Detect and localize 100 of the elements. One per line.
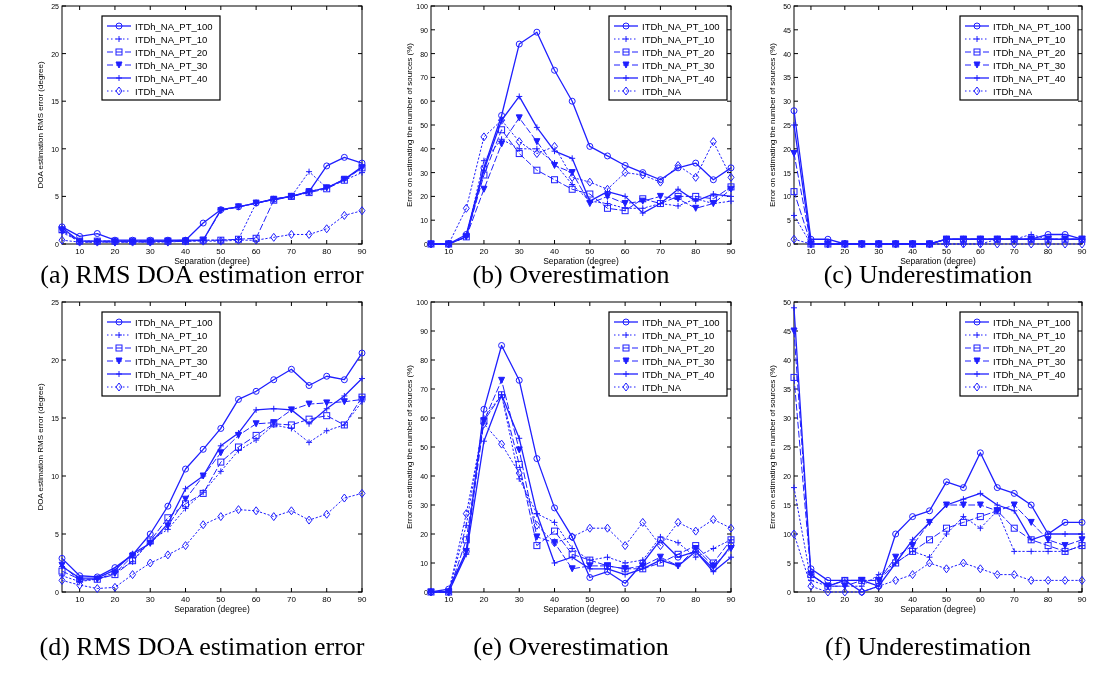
legend-label: ITDh_NA_PT_10 [135,329,208,341]
x-tick-label: 50 [942,595,952,604]
x-tick-label: 80 [691,247,701,256]
x-tick-label: 10 [806,595,816,604]
x-tick-label: 90 [1077,595,1087,604]
text: (f) Underestimation [825,632,1031,661]
x-tick-label: 50 [942,247,952,256]
legend-label: ITDh_NA_PT_20 [135,46,208,58]
x-axis-title: Separation (degree) [900,256,976,266]
x-tick-label: 30 [514,247,525,256]
x-tick-label: 60 [251,595,262,604]
legend-label: ITDh_NA [642,85,682,97]
x-tick-label: 80 [691,595,701,604]
x-tick-label: 50 [585,247,595,256]
y-axis-title: Error on estimating the number of sources (%) [768,364,777,530]
x-tick-label: 10 [444,595,454,604]
legend-label: ITDh_NA_PT_40 [135,368,208,380]
x-tick-label: 60 [620,247,631,256]
x-tick-label: 20 [479,247,489,256]
legend-label: ITDh_NA_PT_30 [642,355,715,367]
y-axis-title: DOA estimation RMS error (degree) [36,383,45,511]
legend-label: ITDh_NA [135,381,175,393]
legend-label: ITDh_NA_PT_30 [135,59,208,71]
y-axis-title: Error on estimating the number of sources (%) [768,42,777,208]
x-tick-label: 70 [655,595,666,604]
x-tick-label: 50 [216,247,226,256]
x-tick-label: 90 [357,595,367,604]
legend-label: ITDh_NA_PT_30 [642,59,715,71]
x-tick-label: 50 [585,595,595,604]
legend-label: ITDh_NA [993,85,1033,97]
legend-label: ITDh_NA_PT_40 [642,368,715,380]
x-tick-label: 30 [145,247,156,256]
x-tick-label: 20 [840,595,850,604]
x-tick-label: 30 [874,247,884,256]
x-tick-label: 10 [444,247,454,256]
legend-label: ITDh_NA_PT_100 [642,20,720,32]
legend-label: ITDh_NA_PT_20 [642,342,715,354]
x-tick-label: 20 [110,595,120,604]
x-tick-label: 80 [1043,595,1054,604]
legend-label: ITDh_NA_PT_40 [642,72,715,84]
legend-label: ITDh_NA_PT_10 [135,33,208,45]
x-tick-label: 40 [908,595,918,604]
x-tick-label: 90 [726,247,736,256]
x-tick-label: 10 [806,247,816,256]
legend-label: ITDh_NA_PT_10 [642,33,715,45]
text: (d) RMS DOA estimation error [39,632,365,661]
legend-label: ITDh_NA_PT_100 [993,316,1071,328]
legend-label: ITDh_NA_PT_100 [642,316,720,328]
x-tick-label: 10 [75,595,85,604]
text: (e) Overestimation [473,632,669,661]
x-tick-label: 40 [550,247,560,256]
x-tick-label: 90 [726,595,736,604]
x-tick-label: 40 [181,247,191,256]
x-tick-label: 70 [1009,247,1020,256]
y-axis-title: DOA estimation RMS error (degree) [36,61,45,189]
legend-label: ITDh_NA_PT_20 [135,342,208,354]
x-tick-label: 60 [975,595,986,604]
x-tick-label: 90 [1077,247,1087,256]
x-tick-label: 50 [216,595,226,604]
legend-label: ITDh_NA_PT_30 [993,59,1066,71]
legend-label: ITDh_NA [993,381,1033,393]
legend-label: ITDh_NA_PT_100 [135,316,213,328]
y-axis-title: Error on estimating the number of sources (%) [405,364,414,530]
x-tick-label: 70 [655,247,666,256]
legend-label: ITDh_NA_PT_30 [993,355,1066,367]
x-tick-label: 30 [514,595,525,604]
legend-label: ITDh_NA_PT_100 [135,20,213,32]
x-tick-label: 90 [357,247,367,256]
x-tick-label: 60 [620,595,631,604]
legend-label: ITDh_NA_PT_10 [642,329,715,341]
legend-label: ITDh_NA_PT_20 [993,46,1066,58]
legend-label: ITDh_NA_PT_10 [993,329,1066,341]
x-tick-label: 40 [908,247,918,256]
x-tick-label: 20 [110,247,120,256]
x-tick-label: 70 [286,247,297,256]
x-axis-title: Separation (degree) [543,604,619,614]
y-axis-title: Error on estimating the number of sources (%) [405,42,414,208]
legend-label: ITDh_NA [135,85,175,97]
legend-label: ITDh_NA_PT_20 [993,342,1066,354]
x-tick-label: 80 [322,595,332,604]
x-tick-label: 10 [75,247,85,256]
x-tick-label: 40 [550,595,560,604]
x-tick-label: 20 [479,595,489,604]
x-axis-title: Separation (degree) [174,256,250,266]
legend-label: ITDh_NA_PT_40 [135,72,208,84]
legend-label: ITDh_NA_PT_40 [993,368,1066,380]
x-tick-label: 80 [1043,247,1054,256]
x-axis-title: Separation (degree) [174,604,250,614]
x-tick-label: 60 [975,247,986,256]
x-axis-title: Separation (degree) [543,256,619,266]
x-tick-label: 60 [251,247,262,256]
legend-label: ITDh_NA_PT_20 [642,46,715,58]
legend-label: ITDh_NA_PT_10 [993,33,1066,45]
x-tick-label: 70 [286,595,297,604]
x-tick-label: 30 [874,595,884,604]
x-tick-label: 30 [145,595,156,604]
legend-label: ITDh_NA_PT_40 [993,72,1066,84]
legend-label: ITDh_NA_PT_100 [993,20,1071,32]
legend-label: ITDh_NA_PT_30 [135,355,208,367]
legend-label: ITDh_NA [642,381,682,393]
